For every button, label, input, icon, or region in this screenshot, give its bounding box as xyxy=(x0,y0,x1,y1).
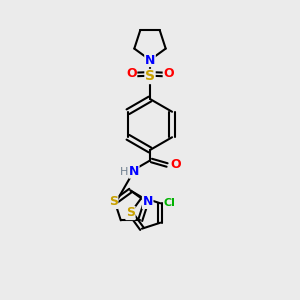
Text: H: H xyxy=(120,167,128,177)
Text: N: N xyxy=(145,53,155,67)
Text: O: O xyxy=(126,67,137,80)
Text: O: O xyxy=(170,158,181,172)
Text: N: N xyxy=(142,195,153,208)
Text: N: N xyxy=(129,165,140,178)
Text: S: S xyxy=(145,70,155,83)
Text: S: S xyxy=(126,206,135,220)
Text: Cl: Cl xyxy=(163,198,175,208)
Text: S: S xyxy=(109,195,118,208)
Text: O: O xyxy=(163,67,174,80)
